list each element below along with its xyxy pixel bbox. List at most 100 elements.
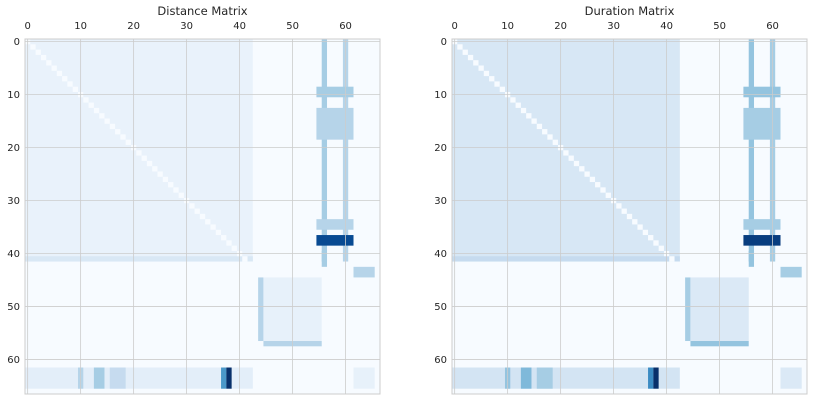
y-tick-label: 30 (434, 196, 447, 207)
heatmap-diagonal-cell (152, 166, 158, 172)
heatmap-diagonal-cell (642, 229, 649, 236)
heatmap-diagonal-cell (616, 203, 622, 209)
plot-frame (24, 38, 381, 395)
heatmap-diagonal-cell (621, 208, 627, 214)
heatmap-diagonal-cell (83, 97, 89, 103)
heatmap-diagonal-cell (168, 182, 174, 188)
heatmap-block (321, 39, 328, 262)
heatmap-diagonal-cell (605, 192, 611, 198)
heatmap-block (221, 367, 227, 389)
heatmap-diagonal-cell (478, 65, 484, 71)
heatmap-diagonal-cell (56, 70, 63, 77)
heatmap-block (743, 235, 781, 246)
heatmap-diagonal-cell (62, 76, 68, 82)
heatmap-diagonal-cell (520, 107, 527, 114)
heatmap-block (780, 266, 802, 278)
chart-title: Distance Matrix (157, 4, 247, 18)
heatmap-block (452, 256, 680, 262)
heatmap-block (520, 367, 532, 389)
x-tick-label: 30 (180, 21, 193, 32)
heatmap-diagonal-cell (674, 261, 680, 267)
heatmap-diagonal-cell (515, 102, 521, 108)
y-tick-label: 20 (434, 143, 447, 154)
heatmap-diagonal-cell (462, 49, 468, 55)
heatmap-block (258, 277, 264, 342)
heatmap-block (685, 277, 691, 342)
heatmap-block (743, 107, 781, 140)
heatmap-diagonal-cell (499, 86, 505, 92)
heatmap-diagonal-cell (637, 224, 643, 230)
heatmap-diagonal-cell (141, 155, 147, 161)
heatmap-block (452, 39, 680, 262)
heatmap-diagonal-cell (494, 81, 500, 87)
heatmap-diagonal-cell (104, 118, 110, 124)
heatmap-block (109, 367, 126, 389)
y-tick-label: 30 (7, 196, 20, 207)
heatmap-diagonal-cell (552, 139, 558, 145)
heatmap-block (316, 107, 354, 140)
x-tick-label: 40 (233, 21, 246, 32)
heatmap-block (316, 235, 354, 246)
heatmap-diagonal-cell (109, 123, 116, 130)
x-tick-label: 60 (339, 21, 352, 32)
heatmap-diagonal-cell (173, 187, 179, 193)
heatmap-diagonal-cell (467, 54, 474, 61)
heatmap-block (316, 219, 354, 230)
y-tick-label: 60 (7, 355, 20, 366)
heatmap-block (748, 250, 755, 267)
heatmap-diagonal-cell (632, 219, 638, 225)
chart-title: Duration Matrix (585, 4, 675, 18)
x-tick-label: 20 (127, 21, 140, 32)
heatmap-diagonal-cell (205, 219, 211, 225)
y-tick-label: 20 (7, 143, 20, 154)
heatmap-block (653, 367, 659, 389)
heatmap-block (353, 367, 375, 389)
heatmap-block (353, 266, 375, 278)
x-tick-label: 10 (501, 21, 514, 32)
heatmap-diagonal-cell (568, 155, 574, 161)
heatmap-diagonal-cell (457, 44, 463, 50)
y-tick-label: 40 (7, 249, 20, 260)
heatmap-diagonal-cell (510, 97, 516, 103)
heatmap-diagonal-cell (489, 76, 495, 82)
heatmap-diagonal-cell (653, 240, 659, 246)
heatmap-diagonal-cell (88, 102, 94, 108)
heatmap-block (452, 367, 680, 389)
heatmap-diagonal-cell (157, 171, 163, 177)
heatmap-diagonal-cell (189, 203, 195, 209)
heatmap-block (25, 39, 253, 262)
heatmap-diagonal-cell (526, 113, 532, 119)
heatmap-diagonal-cell (72, 86, 78, 92)
heatmap-diagonal-cell (531, 118, 537, 124)
heatmap-diagonal-cell (120, 134, 126, 140)
heatmap-diagonal-cell (573, 160, 580, 167)
heatmap-diagonal-cell (40, 54, 47, 61)
plot-frame (451, 38, 808, 395)
heatmap-block (743, 86, 781, 98)
heatmap-diagonal-cell (46, 60, 52, 66)
heatmap-diagonal-cell (247, 261, 253, 267)
heatmap-diagonal-cell (584, 171, 590, 177)
heatmap-diagonal-cell (542, 129, 548, 135)
x-tick-label: 60 (766, 21, 779, 32)
x-tick-label: 20 (554, 21, 567, 32)
heatmap-diagonal-cell (473, 60, 479, 66)
heatmap-diagonal-cell (658, 245, 664, 251)
heatmap-block (780, 367, 802, 389)
heatmap-diagonal-cell (67, 81, 73, 87)
y-tick-label: 0 (14, 37, 20, 48)
heatmap-diagonal-cell (215, 229, 222, 236)
heatmap-diagonal-cell (595, 182, 601, 188)
heatmap-diagonal-cell (115, 129, 121, 135)
heatmap-diagonal-cell (51, 65, 57, 71)
heatmap-block (536, 367, 553, 389)
heatmap-block (648, 367, 654, 389)
x-tick-label: 40 (660, 21, 673, 32)
heatmap-diagonal-cell (221, 235, 227, 241)
heatmap-diagonal-cell (536, 123, 543, 130)
y-tick-label: 50 (434, 302, 447, 313)
heatmap-diagonal-cell (226, 240, 232, 246)
heatmap-diagonal-cell (563, 150, 569, 156)
heatmap-diagonal-cell (669, 256, 675, 262)
heatmap-diagonal-cell (30, 44, 36, 50)
